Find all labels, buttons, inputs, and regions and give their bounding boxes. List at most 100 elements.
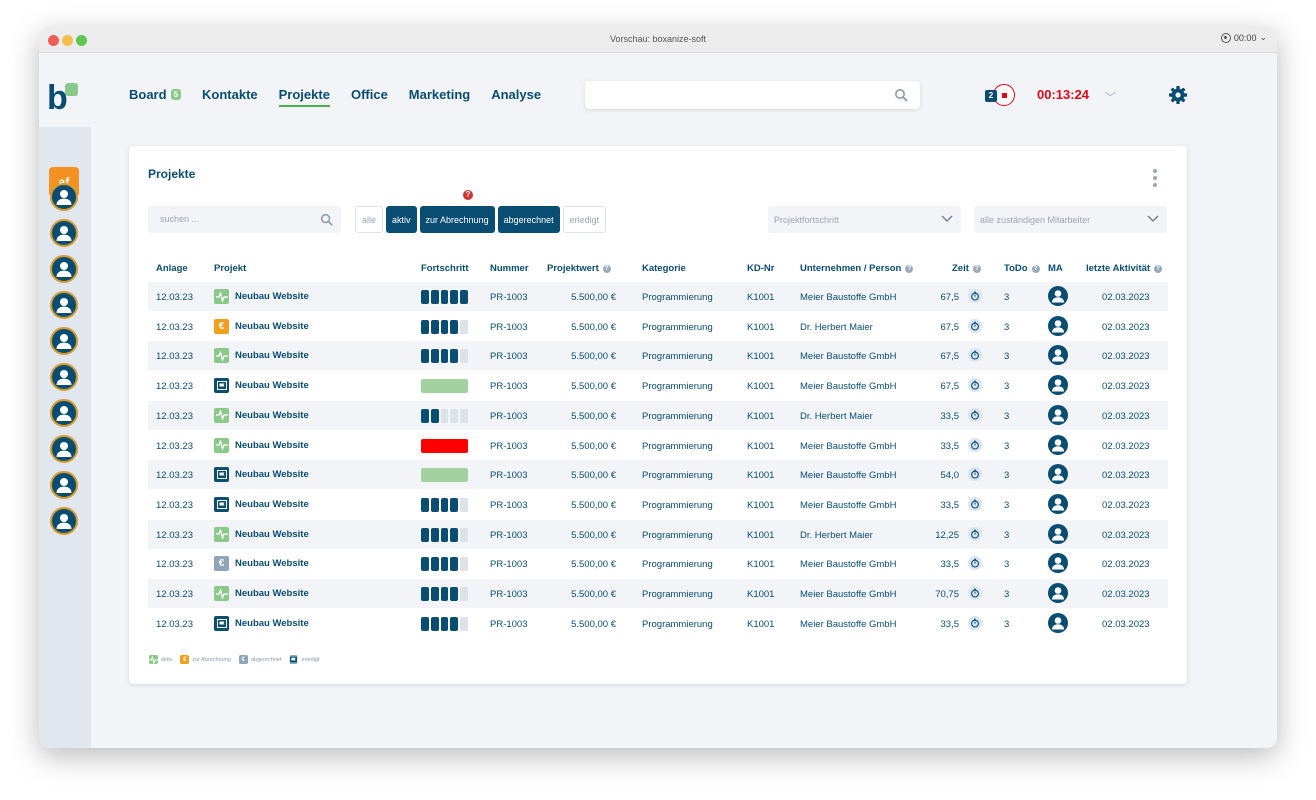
assignee-avatar[interactable] — [1048, 286, 1068, 306]
assignee-avatar[interactable] — [1048, 434, 1068, 455]
filter-aktiv[interactable]: aktiv — [386, 206, 417, 233]
stopwatch-icon[interactable] — [968, 407, 982, 422]
table-row[interactable]: 12.03.23 PR-1003 5.500,00 € Programmierung K… — [148, 400, 1168, 430]
table-row[interactable]: 12.03.23 PR-1003 5.500,00 € Programmierung K… — [148, 371, 1168, 400]
project-link[interactable]: Neubau Website — [214, 526, 309, 542]
more-options-icon[interactable] — [1153, 169, 1157, 190]
project-link[interactable]: Neubau Website — [214, 496, 309, 512]
stopwatch-icon[interactable] — [968, 586, 982, 600]
col-todo[interactable]: ToDo? — [1004, 263, 1040, 274]
assignee-avatar[interactable] — [1048, 404, 1068, 425]
project-link[interactable]: € Neubau Website — [214, 556, 309, 572]
sidebar-user-avatar[interactable] — [50, 363, 78, 391]
sidebar-user-avatar[interactable] — [50, 291, 78, 319]
help-icon[interactable]: ? — [1154, 264, 1163, 273]
close-window-button[interactable] — [48, 35, 59, 46]
stopwatch-icon[interactable] — [968, 348, 982, 363]
progress-select[interactable]: Projektfortschritt — [768, 206, 961, 233]
timer-dropdown-chevron-icon[interactable]: ﹀ — [1105, 92, 1116, 104]
help-icon[interactable]: ? — [905, 264, 914, 273]
nav-office[interactable]: Office — [351, 87, 388, 102]
assignee-avatar[interactable] — [1048, 375, 1068, 396]
nav-board[interactable]: Board 5 — [129, 87, 182, 102]
project-link[interactable]: Neubau Website — [214, 467, 309, 483]
col-ma[interactable]: MA — [1048, 263, 1063, 274]
time-tracker-button[interactable]: 2 — [985, 84, 1017, 106]
stopwatch-icon[interactable] — [968, 467, 982, 482]
table-row[interactable]: 12.03.23 PR-1003 5.500,00 € Programmierung K… — [148, 490, 1168, 519]
sidebar-user-avatar[interactable] — [50, 435, 78, 463]
col-kategorie[interactable]: Kategorie — [642, 263, 686, 274]
col-aktivitaet[interactable]: letzte Aktivität? — [1086, 263, 1163, 274]
col-projekt[interactable]: Projekt — [214, 263, 246, 274]
gear-icon[interactable] — [1168, 85, 1188, 105]
project-link[interactable]: Neubau Website — [214, 615, 309, 631]
nav-projekte[interactable]: Projekte — [278, 87, 331, 107]
table-row[interactable]: 12.03.23 PR-1003 5.500,00 € Programmierung K… — [148, 312, 1168, 341]
stopwatch-icon[interactable] — [968, 318, 982, 333]
stopwatch-icon[interactable] — [968, 615, 982, 630]
col-anlage[interactable]: Anlage — [156, 263, 188, 274]
sidebar-user-avatar[interactable] — [50, 507, 78, 535]
table-row[interactable]: 12.03.23 PR-1003 5.500,00 € Programmierung K… — [148, 460, 1168, 490]
assignee-avatar[interactable] — [1048, 612, 1068, 633]
stopwatch-icon[interactable] — [968, 496, 982, 511]
project-link[interactable]: Neubau Website — [214, 378, 309, 394]
col-unternehmen[interactable]: Unternehmen / Person? — [800, 263, 914, 274]
logo[interactable]: b — [39, 53, 91, 127]
stopwatch-icon[interactable] — [968, 556, 982, 571]
project-link[interactable]: Neubau Website — [214, 586, 309, 601]
assignee-avatar[interactable] — [1048, 493, 1068, 514]
global-search-input[interactable] — [585, 81, 920, 109]
col-fortschritt[interactable]: Fortschritt — [421, 263, 469, 274]
project-link[interactable]: Neubau Website — [214, 348, 309, 364]
project-link[interactable]: Neubau Website — [214, 407, 309, 423]
zoom-window-button[interactable] — [76, 35, 87, 46]
table-row[interactable]: 12.03.23 PR-1003 5.500,00 € Programmierung K… — [148, 609, 1168, 638]
help-icon[interactable]: ? — [463, 190, 473, 200]
help-icon[interactable]: ? — [972, 264, 981, 273]
staff-select[interactable]: alle zuständigen Mitarbeiter — [974, 206, 1167, 233]
assignee-avatar[interactable] — [1048, 523, 1068, 544]
assignee-avatar[interactable] — [1048, 315, 1068, 336]
stopwatch-icon[interactable] — [968, 526, 982, 541]
project-link[interactable]: Neubau Website — [214, 437, 309, 453]
table-row[interactable]: 12.03.23 PR-1003 5.500,00 € Programmierung K… — [148, 341, 1168, 371]
table-row[interactable]: 12.03.23 PR-1003 5.500,00 € Programmierung K… — [148, 519, 1168, 549]
sidebar-user-avatar[interactable] — [50, 471, 78, 499]
sidebar-user-avatar[interactable] — [50, 183, 78, 211]
col-kdnr[interactable]: KD-Nr — [747, 263, 774, 274]
table-row[interactable]: 12.03.23 PR-1003 5.500,00 € Programmierung K… — [148, 282, 1168, 311]
filter-erledigt[interactable]: erledigt — [562, 206, 607, 233]
stopwatch-icon[interactable] — [968, 437, 982, 452]
sidebar-user-avatar[interactable] — [50, 219, 78, 247]
project-link[interactable]: Neubau Website — [214, 289, 309, 304]
project-search-input[interactable]: suchen ... — [148, 206, 341, 233]
sidebar-user-avatar[interactable] — [50, 255, 78, 283]
assignee-avatar[interactable] — [1048, 583, 1068, 603]
filter-alle[interactable]: alle — [355, 206, 384, 233]
table-row[interactable]: 12.03.23 PR-1003 5.500,00 € Programmierung K… — [148, 579, 1168, 608]
help-icon[interactable]: ? — [1031, 264, 1040, 273]
table-row[interactable]: 12.03.23 PR-1003 5.500,00 € Programmierung K… — [148, 431, 1168, 460]
minimize-window-button[interactable] — [62, 35, 73, 46]
col-zeit[interactable]: Zeit? — [952, 263, 981, 274]
assignee-avatar[interactable] — [1048, 345, 1068, 366]
stopwatch-icon[interactable] — [968, 378, 982, 393]
sidebar-user-avatar[interactable] — [50, 327, 78, 355]
nav-kontakte[interactable]: Kontakte — [202, 87, 258, 102]
col-projektwert[interactable]: Projektwert? — [547, 263, 611, 274]
nav-analyse[interactable]: Analyse — [491, 87, 541, 102]
project-link[interactable]: € Neubau Website — [214, 318, 309, 334]
assignee-avatar[interactable] — [1048, 464, 1068, 485]
filter-abgerechnet[interactable]: abgerechnet — [497, 206, 560, 233]
help-icon[interactable]: ? — [602, 264, 611, 273]
sidebar-user-avatar[interactable] — [50, 399, 78, 427]
recording-indicator[interactable]: 00:00 ⌄ — [1220, 32, 1267, 43]
filter-zur-abrechnung[interactable]: zur Abrechnung — [419, 206, 495, 233]
table-row[interactable]: 12.03.23 PR-1003 5.500,00 € Programmierung K… — [148, 549, 1168, 578]
stopwatch-icon[interactable] — [968, 289, 982, 303]
assignee-avatar[interactable] — [1048, 553, 1068, 574]
nav-marketing[interactable]: Marketing — [409, 87, 470, 102]
col-nummer[interactable]: Nummer — [490, 263, 529, 274]
